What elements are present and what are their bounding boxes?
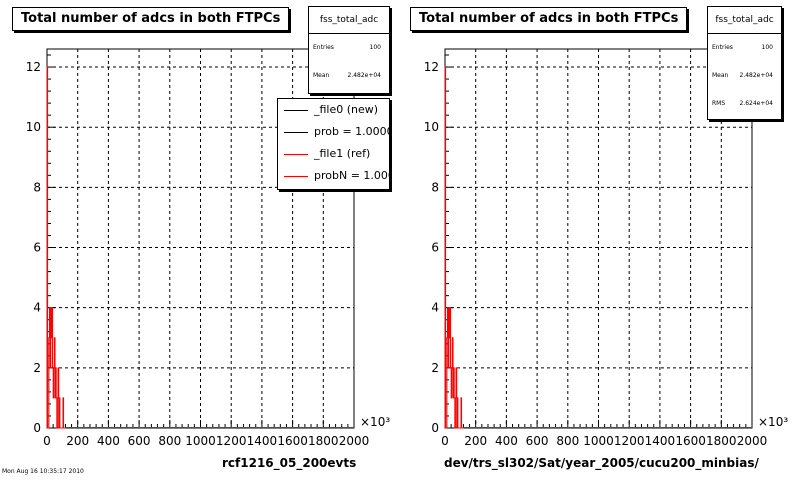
legend-box: _file0 (new) prob = 1.000000 _file1 (ref…: [277, 98, 390, 190]
legend-label: prob = 1.000000: [314, 125, 389, 138]
y-tick-label: 4: [33, 301, 41, 315]
x-tick-label: 600: [526, 434, 549, 448]
legend-item-probn: probN = 1.000000: [278, 165, 389, 187]
legend-swatch: [284, 176, 308, 177]
x-tick-label: 0: [441, 434, 449, 448]
x-axis-multiplier: ×10³: [360, 415, 390, 429]
x-tick-label: 1200: [216, 434, 247, 448]
stats-rms-value: 2.624e+04: [739, 100, 773, 107]
x-tick-label: 400: [97, 434, 120, 448]
y-tick-label: 6: [431, 241, 439, 255]
stats-entries-label: Entries: [313, 44, 334, 51]
x-tick-label: 2000: [339, 434, 370, 448]
stats-mean-label: Mean: [313, 72, 330, 79]
y-tick-label: 0: [33, 421, 41, 435]
y-tick-label: 8: [431, 180, 439, 194]
x-tick-label: 1800: [308, 434, 339, 448]
stats-entries-label: Entries: [712, 44, 733, 51]
x-tick-label: 400: [495, 434, 518, 448]
footer-timestamp: Mon Aug 16 10:35:17 2010: [2, 468, 84, 475]
stats-row-entries: Entries 100: [708, 34, 781, 62]
y-tick-label: 8: [33, 180, 41, 194]
y-tick-label: 0: [431, 421, 439, 435]
legend-swatch: [284, 154, 308, 155]
plot-area-right: 0 200 400 600 800 1000 1200 1400 1600 1800 2000 0 2 4…: [424, 48, 788, 448]
stats-mean-value: 2.482e+04: [739, 72, 773, 79]
stats-name: fss_total_adc: [309, 7, 389, 34]
stats-name: fss_total_adc: [708, 7, 781, 34]
x-tick-label: 1600: [675, 434, 706, 448]
stats-box-right: fss_total_adc Entries 100 Mean 2.482e+04…: [707, 6, 782, 120]
stats-entries-value: 100: [761, 44, 773, 51]
y-tick-label: 12: [26, 60, 41, 74]
x-tick-label: 1000: [583, 434, 614, 448]
stats-row-rms: RMS 2.624e+04: [708, 90, 781, 118]
legend-label: probN = 1.000000: [314, 169, 389, 182]
stats-row-entries: Entries 100: [309, 34, 389, 62]
y-tick-label: 2: [33, 361, 41, 375]
y-tick-label: 6: [33, 241, 41, 255]
x-axis-label-right: dev/trs_sl302/Sat/year_2005/cucu200_minb…: [444, 456, 759, 470]
stats-mean-value: 2.482e+04: [347, 72, 381, 79]
legend-label: _file1 (ref): [314, 147, 371, 160]
legend-item-file1: _file1 (ref): [278, 143, 389, 165]
x-tick-label: 800: [158, 434, 181, 448]
y-tick-label: 10: [424, 120, 439, 134]
stats-entries-value: 100: [369, 44, 381, 51]
histogram-series: [444, 66, 465, 429]
y-tick-label: 4: [431, 301, 439, 315]
x-tick-label: 1600: [277, 434, 308, 448]
legend-swatch: [284, 132, 308, 133]
x-tick-label: 200: [66, 434, 89, 448]
x-tick-label: 1200: [614, 434, 645, 448]
y-tick-label: 2: [431, 361, 439, 375]
x-tick-label: 1400: [645, 434, 676, 448]
x-axis-label-left: rcf1216_05_200evts: [222, 456, 357, 470]
x-tick-label: 0: [43, 434, 51, 448]
histogram-series: [46, 66, 67, 429]
stats-row-mean: Mean 2.482e+04: [309, 62, 389, 90]
stats-row-mean: Mean 2.482e+04: [708, 62, 781, 90]
x-tick-label: 1800: [706, 434, 737, 448]
chart-title-left: Total number of adcs in both FTPCs: [12, 7, 290, 31]
y-tick-label: 12: [424, 60, 439, 74]
legend-item-file0: _file0 (new): [278, 99, 389, 121]
chart-title-right: Total number of adcs in both FTPCs: [410, 7, 688, 31]
legend-swatch: [284, 110, 308, 111]
stats-box-left: fss_total_adc Entries 100 Mean 2.482e+04: [308, 6, 390, 94]
x-tick-label: 2000: [737, 434, 768, 448]
x-tick-label: 1400: [247, 434, 278, 448]
legend-item-prob: prob = 1.000000: [278, 121, 389, 143]
y-tick-label: 10: [26, 120, 41, 134]
x-tick-label: 800: [556, 434, 579, 448]
x-tick-label: 1000: [185, 434, 216, 448]
stats-mean-label: Mean: [712, 72, 729, 79]
plot-frame: [444, 48, 753, 429]
stats-rms-label: RMS: [712, 100, 726, 107]
legend-label: _file0 (new): [314, 103, 379, 116]
x-tick-label: 200: [464, 434, 487, 448]
x-tick-label: 600: [128, 434, 151, 448]
x-axis-multiplier: ×10³: [758, 415, 788, 429]
